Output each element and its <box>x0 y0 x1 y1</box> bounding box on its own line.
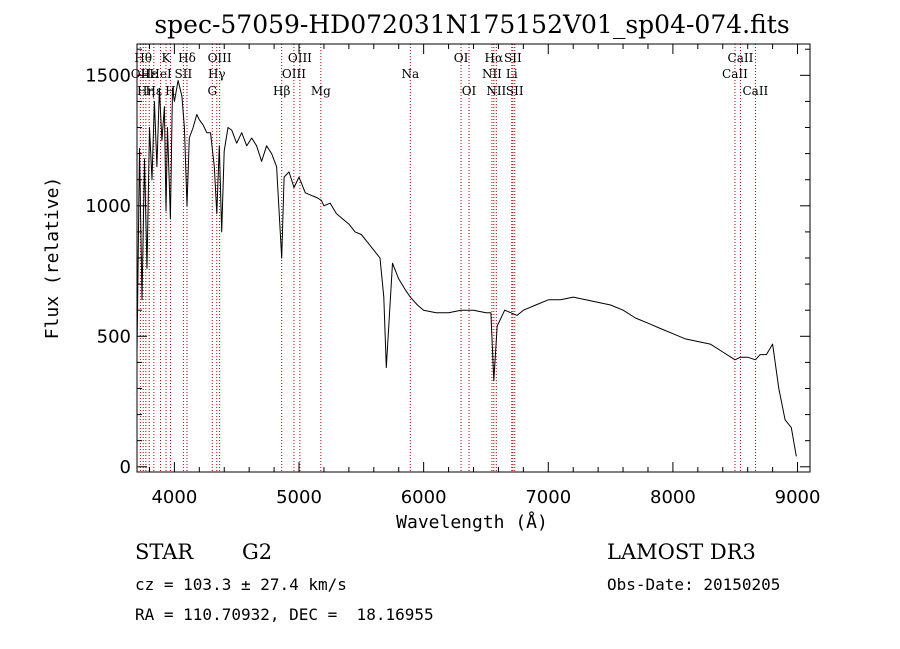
x-tick-label-9000: 9000 <box>775 487 821 508</box>
y-tick-label-1500: 1500 <box>85 65 131 86</box>
x-tick-label-8000: 8000 <box>650 487 696 508</box>
series-layer <box>136 80 797 457</box>
x-tick-label-5000: 5000 <box>276 487 322 508</box>
x-axis-label: Wavelength (Å) <box>396 511 548 533</box>
line-marker-labels: OIIHθHηHεHεHeIKHSIIHδGHγOIIIHβOIIIOIIIMg… <box>131 51 769 98</box>
line-marker-label-13: Hβ <box>273 84 290 98</box>
line-marker-label-6: K <box>162 51 172 65</box>
y-tick-label-500: 500 <box>97 326 131 347</box>
line-marker-label-11: Hγ <box>208 67 226 81</box>
line-marker-label-1: Hθ <box>134 51 152 65</box>
x-tick-label-7000: 7000 <box>525 487 571 508</box>
line-marker-label-4: Hε <box>145 84 162 98</box>
line-marker-label-12: OIII <box>208 51 232 65</box>
line-marker-label-26: CaII <box>722 67 748 81</box>
line-marker-label-19: OI <box>462 84 477 98</box>
x-axis-ticks: 4000 5000 6000 7000 8000 9000 <box>148 44 821 508</box>
chart-title: spec-57059-HD072031N175152V01_sp04-074.f… <box>154 10 789 39</box>
line-marker-label-0: OII <box>131 67 151 81</box>
line-marker-label-25: SII <box>506 84 524 98</box>
y-tick-label-1000: 1000 <box>85 196 131 217</box>
line-marker-label-23: Li <box>506 67 518 81</box>
line-marker-label-24: SII <box>504 51 522 65</box>
line-marker-label-20: NII <box>482 67 502 81</box>
redshift-velocity: cz = 103.3 ± 27.4 km/s <box>135 575 347 594</box>
line-marker-label-10: G <box>207 84 217 98</box>
line-marker-label-3: Hε <box>141 67 158 81</box>
survey-name: LAMOST DR3 <box>607 540 756 564</box>
line-marker-label-28: CaII <box>742 84 768 98</box>
line-marker-label-5: HeI <box>149 67 172 81</box>
line-markers <box>139 44 756 472</box>
line-marker-label-16: Mg <box>311 84 331 98</box>
line-marker-label-2: Hη <box>137 84 155 98</box>
object-subclass: G2 <box>242 540 272 564</box>
y-axis-label: Flux (relative) <box>42 177 63 340</box>
line-marker-label-15: OIII <box>288 51 312 65</box>
line-marker-label-22: NII <box>486 84 506 98</box>
object-class: STAR <box>135 540 194 564</box>
line-marker-label-7: H <box>165 84 175 98</box>
line-marker-label-18: OI <box>454 51 469 65</box>
coordinates: RA = 110.70932, DEC = 18.16955 <box>135 605 434 624</box>
observation-date: Obs-Date: 20150205 <box>607 575 780 594</box>
line-marker-label-17: Na <box>401 67 419 81</box>
series-line-flux <box>136 80 797 457</box>
line-marker-label-21: Hα <box>485 51 504 65</box>
x-tick-label-4000: 4000 <box>151 487 197 508</box>
line-marker-label-9: Hδ <box>178 51 196 65</box>
line-marker-label-8: SII <box>175 67 193 81</box>
y-axis-ticks: 0 500 1000 1500 <box>85 48 810 478</box>
plot-frame <box>136 43 811 473</box>
line-marker-label-27: CaII <box>728 51 754 65</box>
x-tick-label-6000: 6000 <box>401 487 447 508</box>
line-marker-label-14: OIII <box>282 67 306 81</box>
y-tick-label-0: 0 <box>120 457 131 478</box>
